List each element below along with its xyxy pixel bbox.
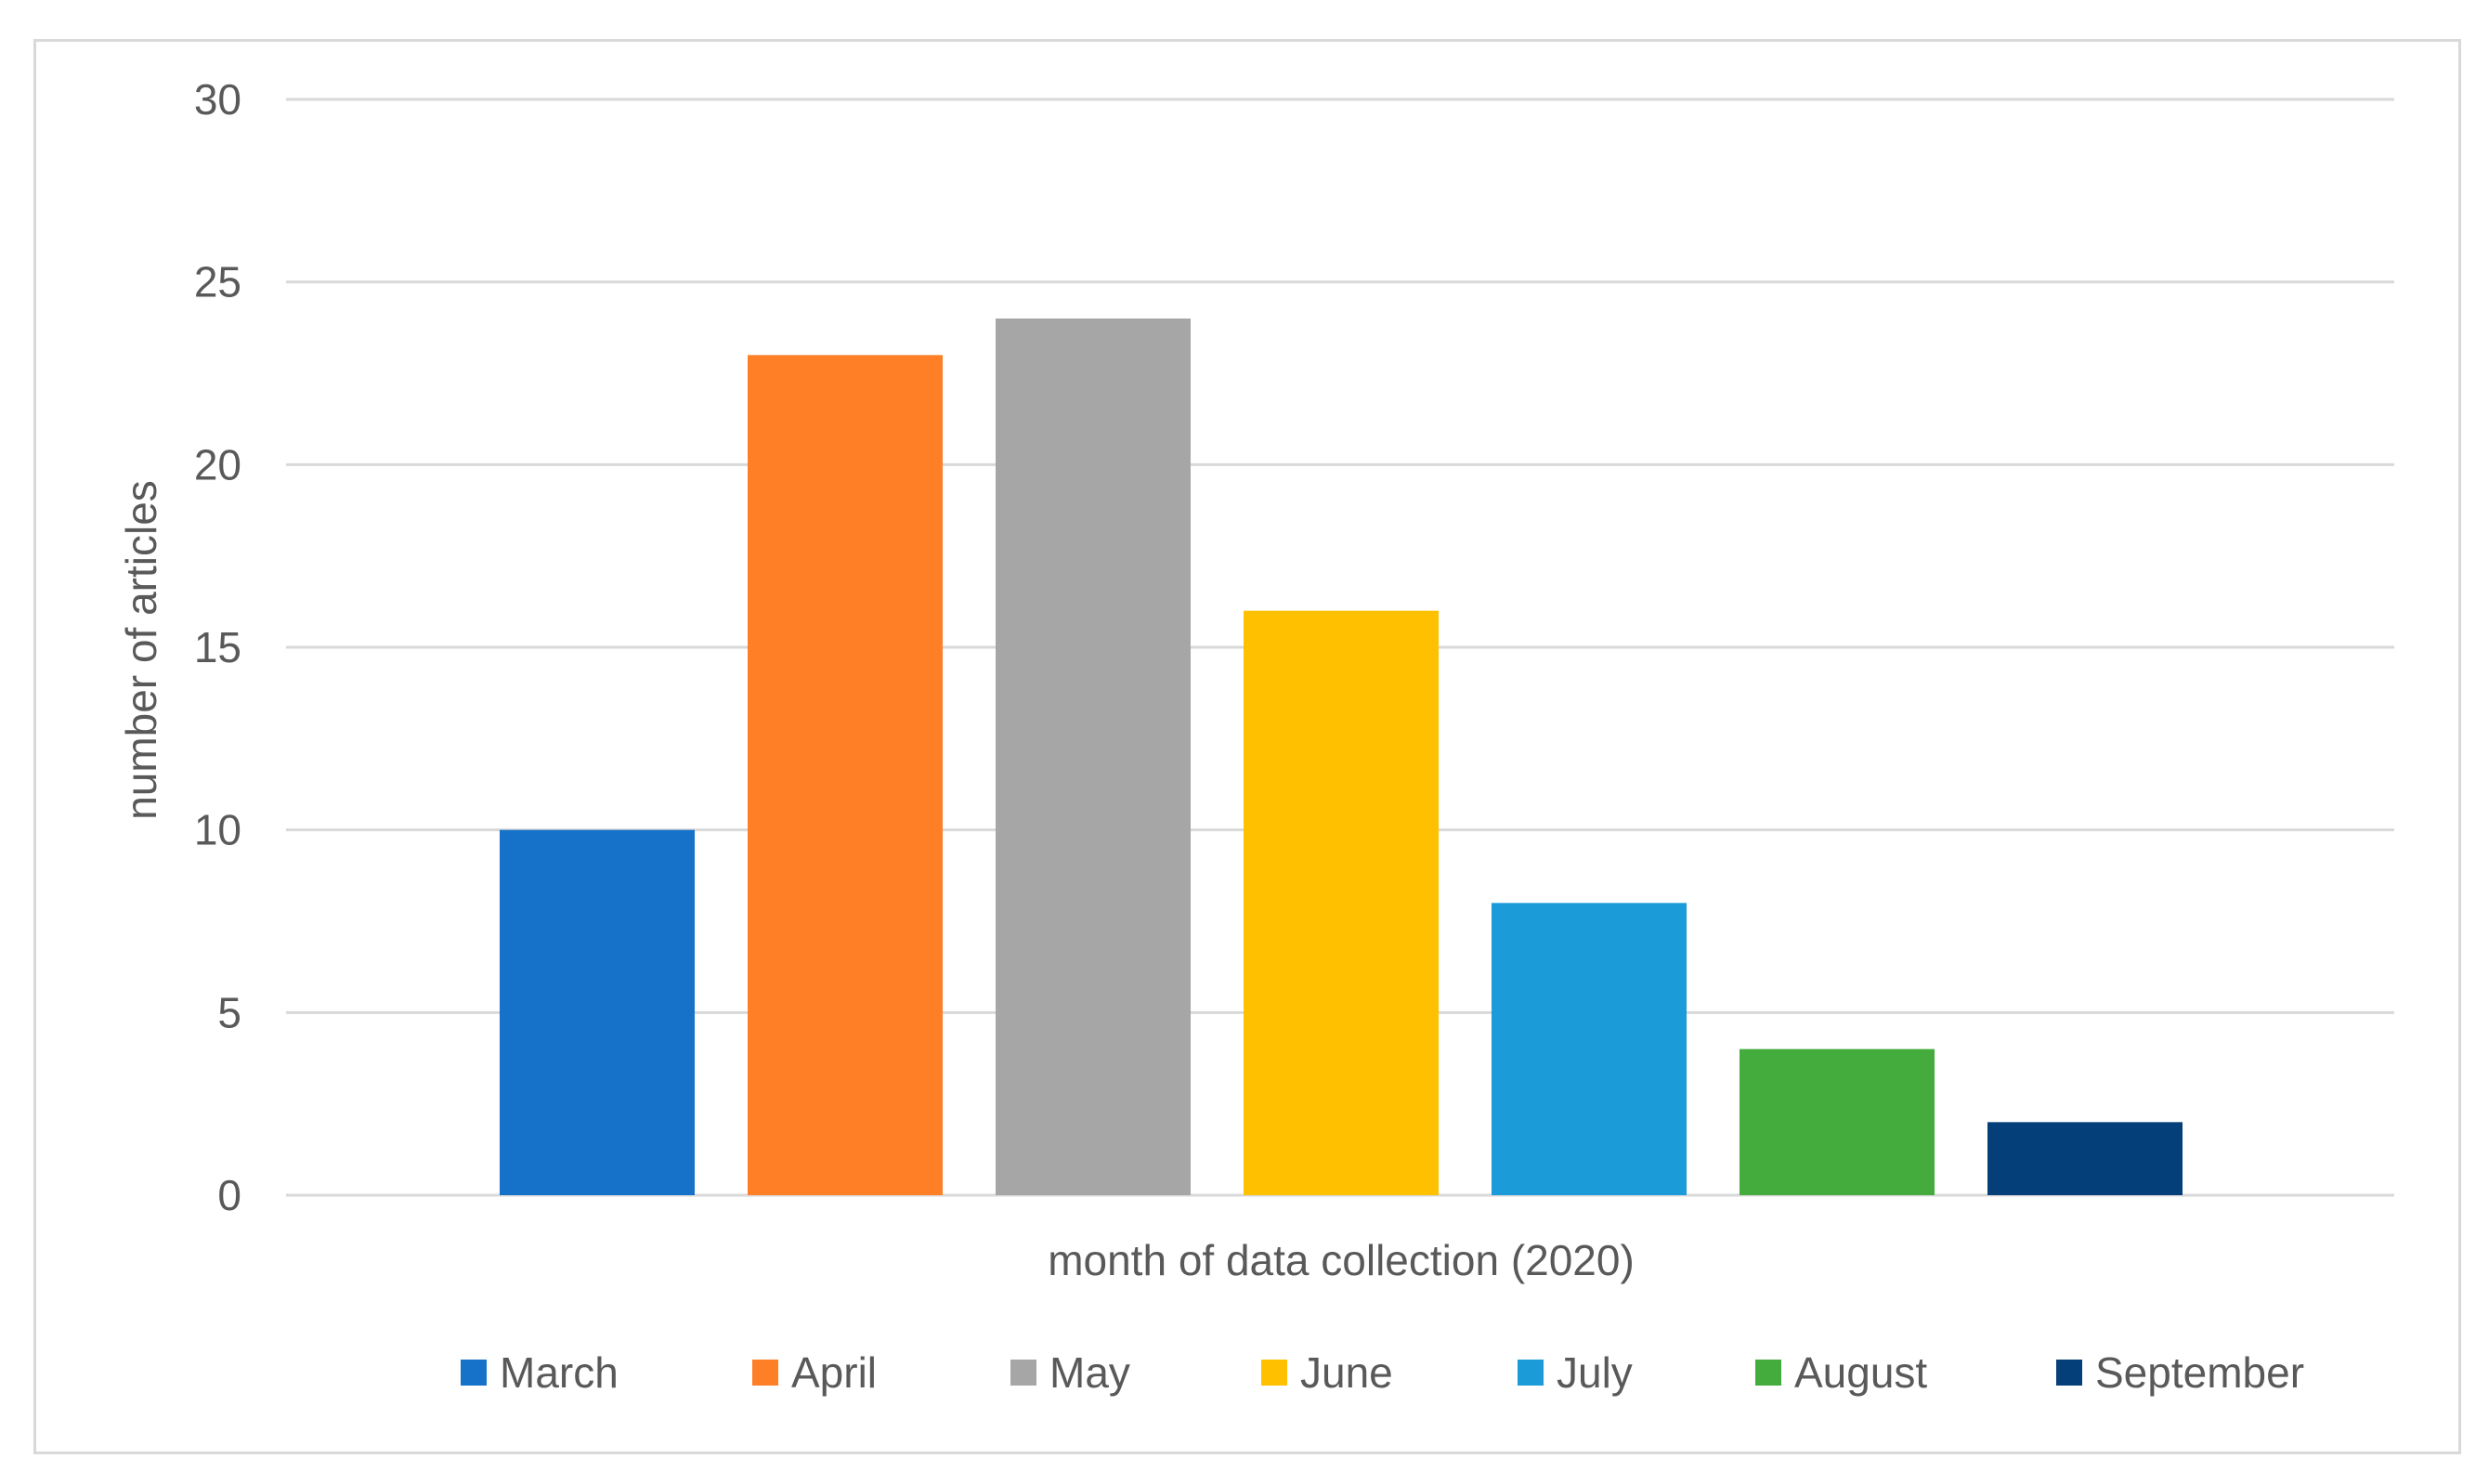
- bars: [500, 319, 2183, 1195]
- y-tick-label: 25: [194, 258, 241, 306]
- legend-swatch: [1261, 1360, 1287, 1386]
- legend-swatch: [1010, 1360, 1036, 1386]
- y-tick-label: 30: [194, 75, 241, 124]
- legend-label: April: [791, 1348, 877, 1397]
- legend-swatch: [461, 1360, 487, 1386]
- y-axis-ticks: 0 5 10 15 20 25 30: [194, 75, 241, 1219]
- legend-item-july: July: [1518, 1348, 1633, 1397]
- legend-swatch: [1518, 1360, 1544, 1386]
- legend-label: August: [1794, 1348, 1927, 1397]
- legend-label: March: [500, 1348, 619, 1397]
- legend-item-april: April: [752, 1348, 877, 1397]
- legend-swatch: [2056, 1360, 2082, 1386]
- legend-item-september: September: [2056, 1348, 2304, 1397]
- bar-june: [1244, 610, 1439, 1195]
- y-axis-title: number of articles: [117, 480, 165, 820]
- bar-september: [1987, 1122, 2183, 1195]
- y-tick-label: 5: [217, 988, 241, 1036]
- y-tick-label: 10: [194, 806, 241, 854]
- y-tick-label: 15: [194, 623, 241, 671]
- legend-label: September: [2095, 1348, 2304, 1397]
- legend-label: June: [1300, 1348, 1393, 1397]
- bar-march: [500, 829, 695, 1195]
- bar-july: [1492, 903, 1687, 1195]
- legend-label: May: [1049, 1348, 1130, 1397]
- bar-august: [1740, 1048, 1935, 1195]
- legend-item-june: June: [1261, 1348, 1393, 1397]
- legend-swatch: [752, 1360, 778, 1386]
- bar-may: [996, 319, 1191, 1195]
- bar-april: [748, 355, 943, 1195]
- y-tick-label: 20: [194, 440, 241, 488]
- legend-item-may: May: [1010, 1348, 1130, 1397]
- y-tick-label: 0: [217, 1171, 241, 1219]
- x-axis-title: month of data collection (2020): [1048, 1236, 1635, 1284]
- legend-item-august: August: [1755, 1348, 1927, 1397]
- legend-item-march: March: [461, 1348, 619, 1397]
- legend-label: July: [1557, 1348, 1633, 1397]
- legend-swatch: [1755, 1360, 1781, 1386]
- legend: March April May June July August September: [461, 1348, 2304, 1397]
